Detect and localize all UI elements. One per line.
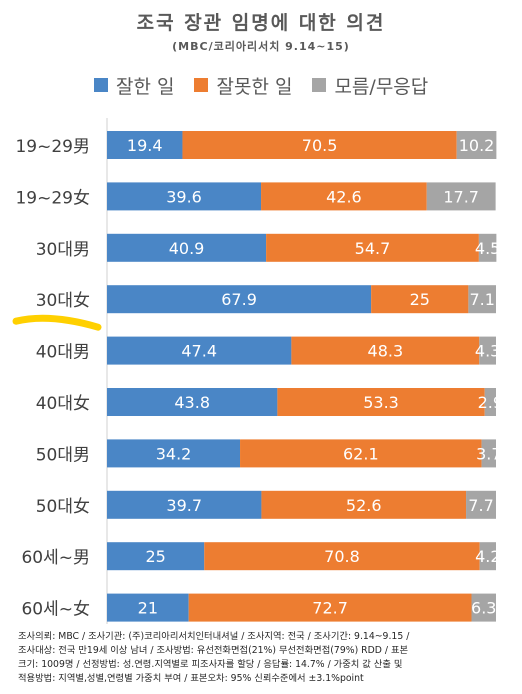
- legend-item: 잘못한 일: [194, 72, 292, 99]
- bar-segment: [204, 542, 480, 571]
- bar-segment: [240, 439, 482, 468]
- bar-segment: [107, 182, 262, 211]
- data-label: 4.2: [475, 547, 500, 566]
- bar-segment: [426, 182, 496, 211]
- data-label: 4.3: [475, 342, 500, 361]
- bar-segment: [107, 388, 278, 416]
- data-label: 19.4: [127, 136, 163, 155]
- category-label: 30대女: [36, 291, 90, 311]
- chart-title: 조국 장관 임명에 대한 의견: [136, 12, 386, 34]
- legend-item: 잘한 일: [94, 72, 174, 99]
- footnote-line: 조사의뢰: MBC / 조사기관: (주)코리아리서치인터내셔널 / 조사지역:…: [18, 631, 410, 642]
- data-label: 3.7: [476, 444, 501, 463]
- data-label: 21: [138, 599, 158, 618]
- data-label: 34.2: [156, 444, 192, 463]
- bar-segment: [261, 182, 427, 211]
- bar-segment: [107, 285, 372, 314]
- data-label: 52.6: [346, 496, 382, 515]
- category-label: 50대男: [36, 445, 90, 465]
- data-label: 17.7: [443, 187, 479, 206]
- stacked-bar-chart: 19~29男 19.4 70.5 10.2 19~29女 39.6 42.6 17.7 30대男…: [12, 118, 503, 624]
- data-label: 2.9: [478, 393, 503, 412]
- bar-segment: [371, 285, 469, 314]
- bar-segment: [479, 336, 496, 365]
- bar-segment: [291, 336, 480, 365]
- data-label: 10.2: [459, 136, 495, 155]
- legend-item: 모름/무응답: [312, 72, 428, 99]
- data-label: 42.6: [326, 187, 362, 206]
- data-label: 25: [145, 547, 165, 566]
- bar-segment: [478, 233, 497, 262]
- category-label: 40대男: [36, 343, 90, 363]
- category-label: 30대男: [36, 240, 90, 260]
- data-label: 62.1: [343, 444, 379, 463]
- data-label: 67.9: [221, 290, 257, 309]
- category-label: 50대女: [36, 497, 90, 517]
- data-label: 43.8: [174, 393, 210, 412]
- bar-segment: [266, 233, 479, 262]
- data-label: 4.5: [475, 239, 500, 258]
- data-label: 70.5: [302, 136, 338, 155]
- data-label: 72.7: [312, 599, 348, 618]
- bar-segment: [107, 593, 189, 622]
- bar-segment: [471, 593, 496, 622]
- data-label: 48.3: [368, 342, 404, 361]
- survey-footnote: 조사의뢰: MBC / 조사기관: (주)코리아리서치인터내셔널 / 조사지역:…: [18, 630, 514, 686]
- data-label: 39.7: [166, 496, 202, 515]
- bar-segment: [466, 490, 496, 519]
- data-label: 7.1: [469, 290, 494, 309]
- legend-label: 잘못한 일: [216, 75, 293, 98]
- data-label: 6.3: [471, 599, 496, 618]
- data-label: 54.7: [355, 239, 391, 258]
- legend-swatch: [312, 78, 327, 92]
- category-label: 19~29女: [15, 188, 90, 208]
- data-label: 70.8: [324, 547, 360, 566]
- data-label: 25: [410, 290, 430, 309]
- bar-segment: [107, 336, 292, 365]
- highlight-mark: [12, 314, 102, 331]
- bar-segment: [484, 388, 496, 416]
- bar-segment: [479, 542, 496, 571]
- legend-label: 모름/무응답: [334, 75, 429, 98]
- legend-swatch: [194, 78, 209, 92]
- bar-segment: [456, 131, 497, 159]
- bar-segment: [468, 285, 496, 314]
- data-label: 47.4: [181, 342, 217, 361]
- bar-segment: [107, 131, 183, 159]
- chart-subtitle: (MBC/코리아리서치 9.14~15): [172, 40, 350, 53]
- category-label: 40대女: [36, 394, 90, 414]
- bar-segment: [107, 490, 262, 519]
- bar-segment: [277, 388, 485, 416]
- bar-segment: [107, 233, 267, 262]
- category-label: 60세~男: [21, 548, 90, 568]
- legend: 잘한 일 잘못한 일 모름/무응답: [94, 72, 448, 98]
- footnote-line: 조사대상: 전국 만19세 이상 남녀 / 조사방법: 유선전화면접(21%) …: [18, 645, 409, 656]
- bar-segment: [182, 131, 457, 159]
- data-label: 40.9: [169, 239, 205, 258]
- footnote-line: 크기: 1009명 / 선정방법: 성.연령.지역별로 피조사자를 할당 / 응…: [18, 659, 403, 670]
- legend-swatch: [94, 78, 108, 92]
- bar-segment: [107, 439, 241, 468]
- bar-segment: [481, 439, 496, 468]
- bar-segment: [107, 542, 205, 571]
- footnote-line: 적용방법: 지역별,성별,연령별 가중치 부여 / 표본오차: 95% 신뢰수준…: [18, 673, 364, 684]
- data-label: 7.7: [468, 496, 493, 515]
- data-label: 53.3: [363, 393, 399, 412]
- data-label: 39.6: [166, 187, 202, 206]
- bar-segment: [261, 490, 467, 519]
- category-label: 60세~女: [21, 600, 90, 620]
- category-label: 19~29男: [15, 137, 90, 157]
- bar-segment: [188, 593, 472, 622]
- legend-label: 잘한 일: [116, 75, 175, 98]
